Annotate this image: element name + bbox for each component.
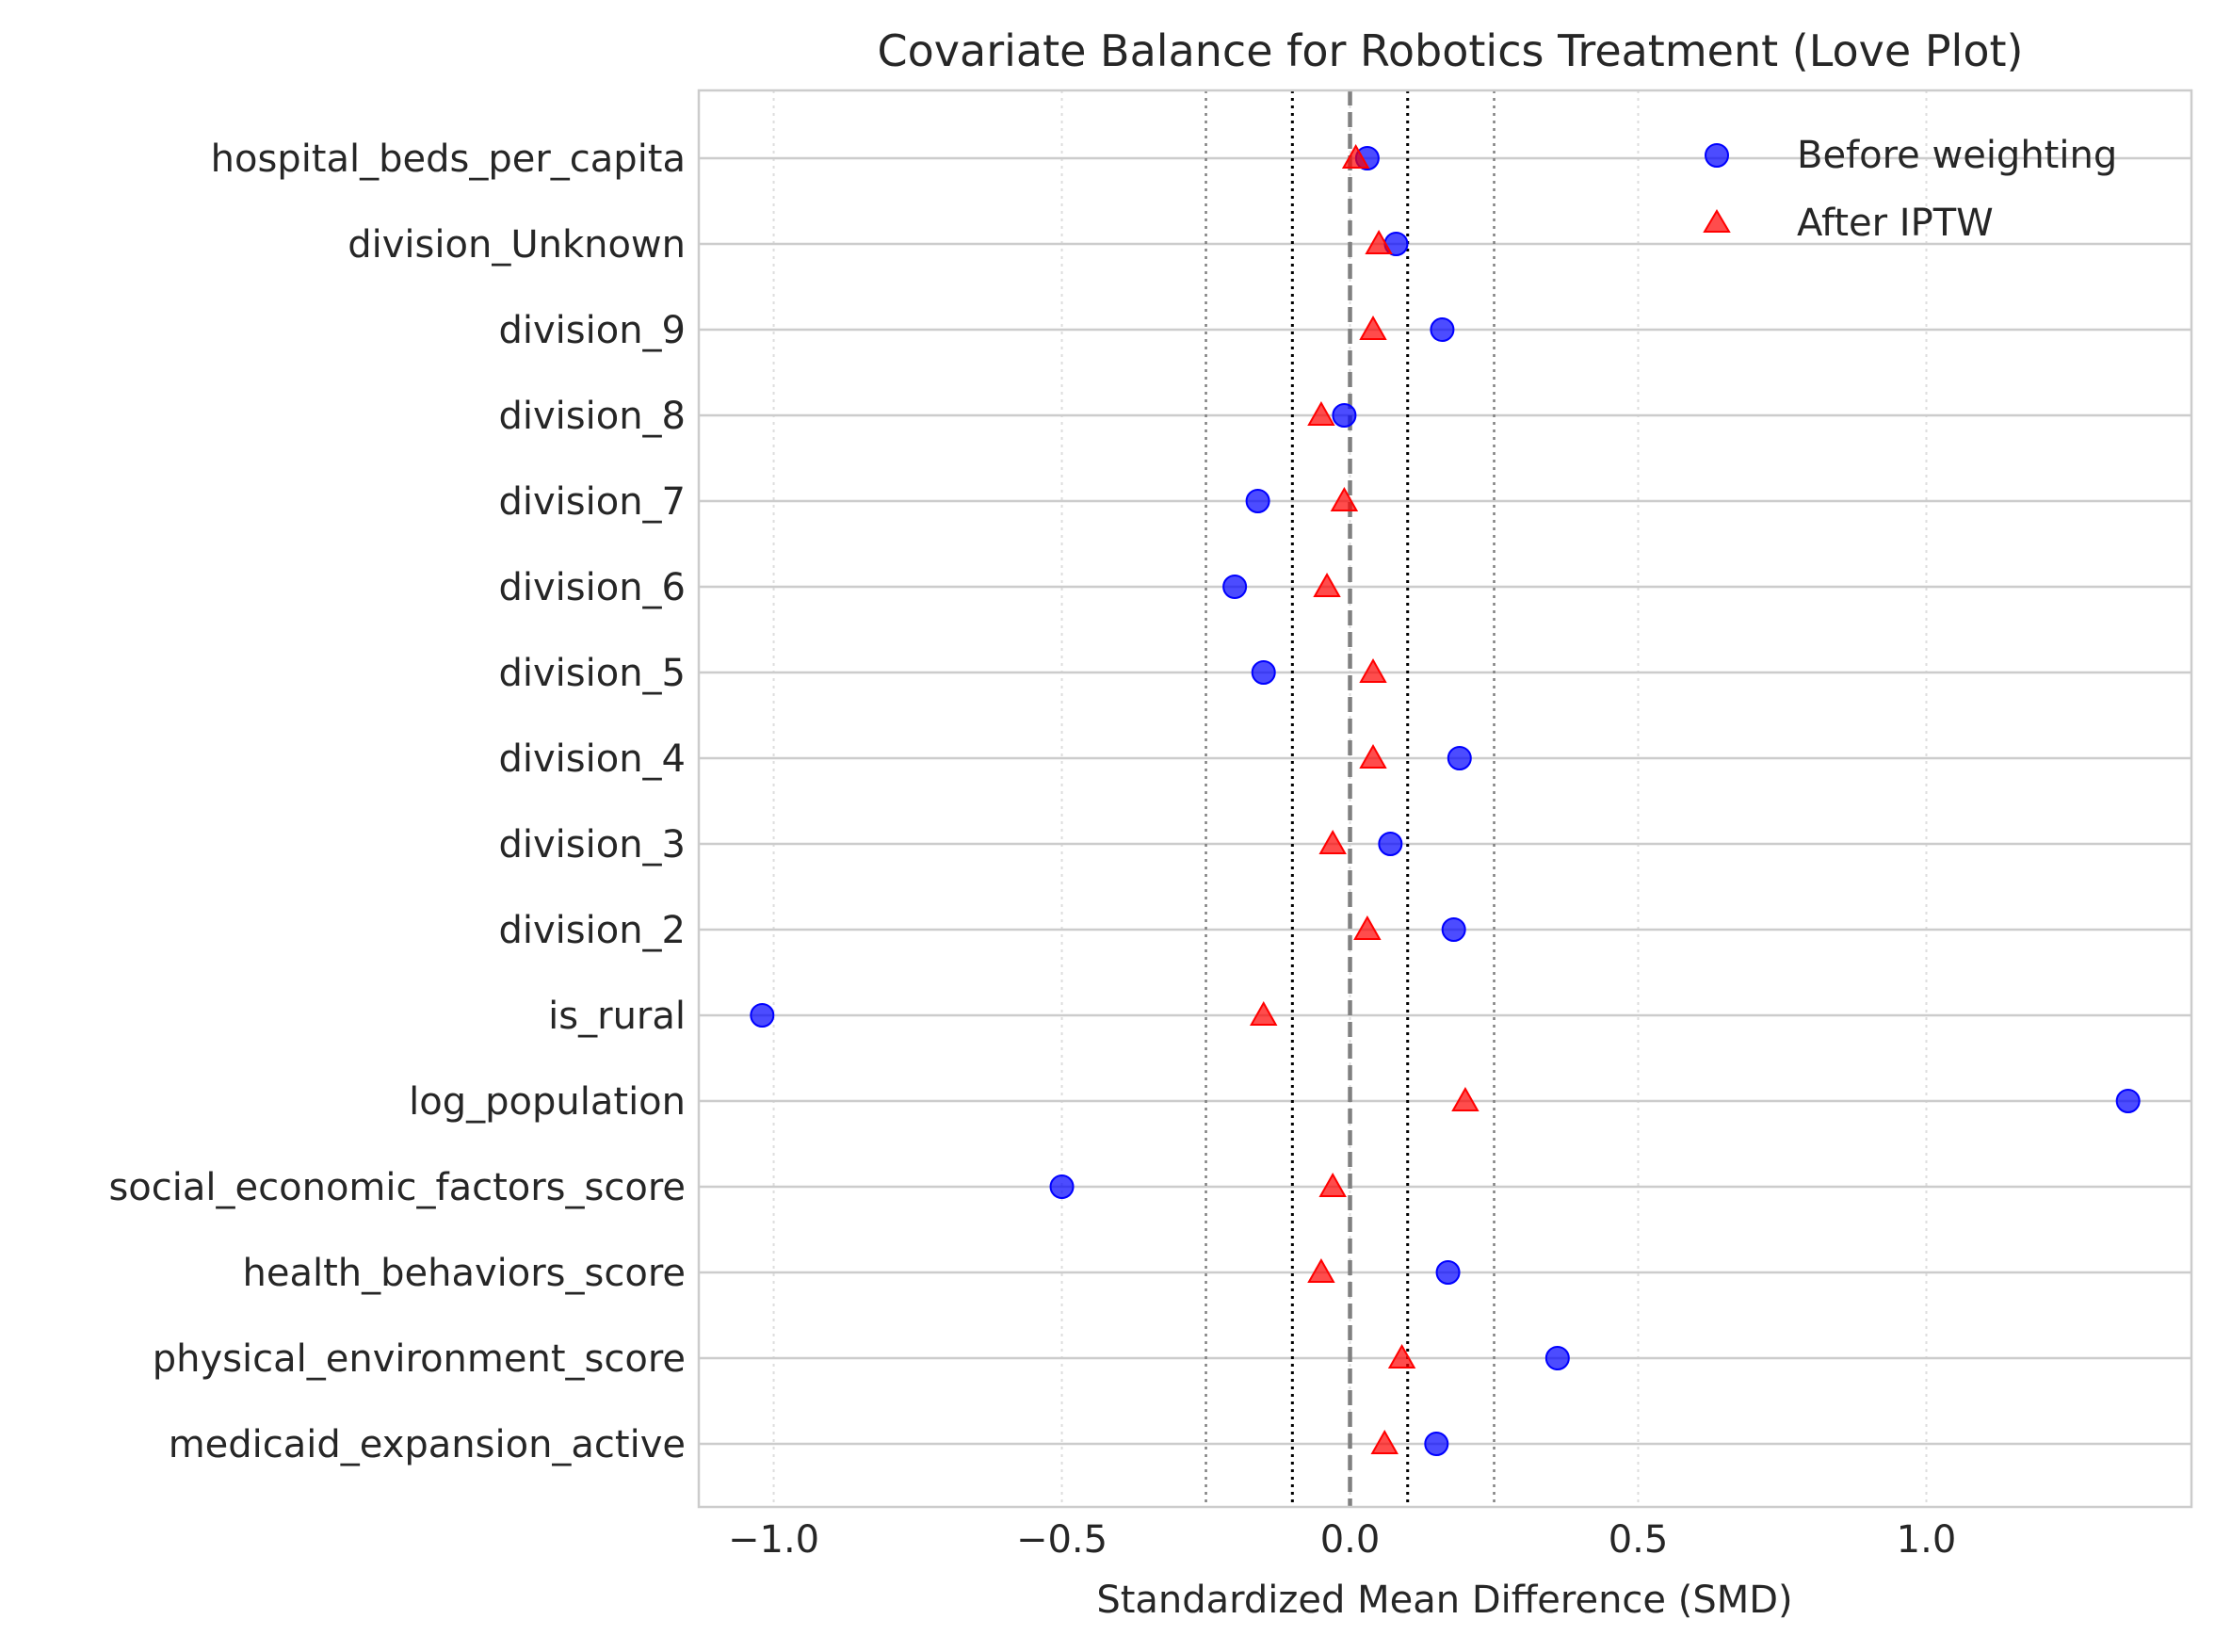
category-label: division_7 [498, 480, 686, 524]
x-axis-label: Standardized Mean Difference (SMD) [1096, 1579, 1792, 1622]
before-weighting-point [1332, 403, 1357, 428]
before-weighting-point [1245, 489, 1270, 513]
before-weighting-point [1251, 660, 1276, 685]
legend: Before weighting After IPTW [1703, 134, 2117, 245]
after-iptw-point [1359, 315, 1387, 340]
category-label: physical_environment_score [153, 1337, 686, 1381]
chart-title: Covariate Balance for Robotics Treatment… [878, 25, 2024, 76]
after-iptw-point [1318, 829, 1347, 854]
category-label: social_economic_factors_score [108, 1166, 686, 1209]
x-gridlines [772, 90, 1928, 1507]
x-tick-label: 0.5 [1609, 1518, 1669, 1562]
before-weighting-point [1430, 317, 1455, 342]
x-tick-label: 1.0 [1897, 1518, 1957, 1562]
before-weighting-point [1424, 1432, 1449, 1456]
category-label: division_5 [498, 652, 686, 695]
after-iptw-point [1370, 1429, 1399, 1454]
x-tick-label: −1.0 [728, 1518, 819, 1562]
plot-area [697, 89, 2193, 1509]
before-weighting-point [1544, 1346, 1570, 1370]
plot-frame [697, 89, 2193, 1509]
data-points [750, 143, 2141, 1456]
x-tick-label: 0.0 [1320, 1518, 1381, 1562]
before-weighting-point [1435, 1260, 1461, 1285]
before-weighting-point [2115, 1089, 2141, 1113]
after-iptw-point [1307, 1257, 1335, 1283]
before-weighting-point [1378, 832, 1403, 856]
category-label: log_population [409, 1080, 686, 1124]
category-label: division_8 [498, 395, 686, 438]
after-iptw-point [1307, 400, 1335, 426]
before-weighting-point [750, 1003, 775, 1028]
legend-after-label: After IPTW [1797, 202, 1994, 245]
after-iptw-point [1359, 743, 1387, 769]
after-iptw-point [1330, 486, 1359, 511]
after-iptw-point [1341, 143, 1370, 169]
reference-lines [1205, 90, 1496, 1507]
before-weighting-point [1441, 917, 1466, 942]
category-label: division_Unknown [348, 223, 686, 267]
legend-after-marker [1703, 209, 1731, 233]
before-weighting-point [1049, 1174, 1075, 1199]
after-iptw-point [1387, 1343, 1416, 1369]
after-iptw-point [1353, 915, 1382, 940]
before-weighting-point [1222, 575, 1248, 599]
after-iptw-point [1359, 657, 1387, 683]
category-label: health_behaviors_score [242, 1252, 686, 1295]
category-label: division_2 [498, 909, 686, 952]
after-iptw-point [1250, 1000, 1278, 1026]
category-label: is_rural [548, 995, 686, 1038]
after-iptw-point [1318, 1172, 1347, 1197]
after-iptw-point [1365, 229, 1393, 254]
category-label: hospital_beds_per_capita [211, 138, 686, 181]
x-axis-tick-labels: −1.0 −0.5 0.0 0.5 1.0 [728, 1518, 1956, 1562]
category-label: division_4 [498, 737, 686, 781]
category-label: division_3 [498, 823, 686, 866]
after-iptw-point [1451, 1086, 1479, 1111]
legend-before-label: Before weighting [1797, 134, 2117, 177]
category-label: medicaid_expansion_active [169, 1423, 686, 1466]
before-weighting-point [1447, 746, 1472, 770]
category-label: division_9 [498, 309, 686, 352]
after-iptw-point [1313, 572, 1341, 597]
category-label: division_6 [498, 566, 686, 609]
y-axis-labels: hospital_beds_per_capita division_Unknown… [108, 138, 686, 1466]
legend-before-marker [1705, 143, 1729, 168]
x-tick-label: −0.5 [1016, 1518, 1108, 1562]
